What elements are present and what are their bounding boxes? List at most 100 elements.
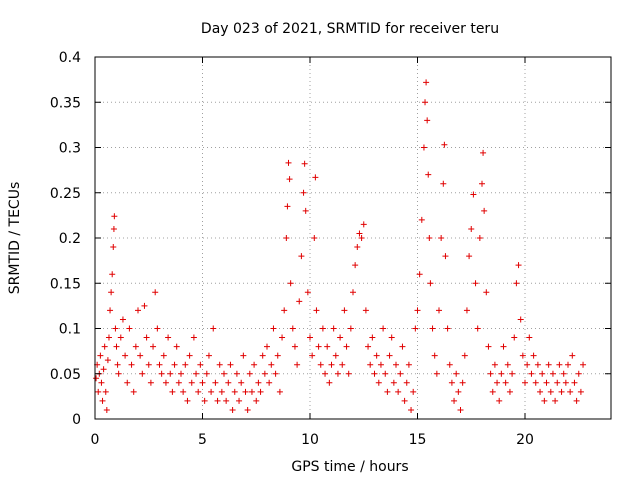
data-point	[530, 352, 537, 359]
data-point	[401, 397, 408, 404]
data-point	[485, 343, 492, 350]
y-tick-label: 0.4	[59, 50, 81, 66]
data-point	[281, 307, 288, 314]
data-point	[302, 207, 309, 214]
data-point	[442, 253, 449, 260]
data-point	[328, 361, 335, 368]
data-point	[203, 370, 210, 377]
data-point	[444, 325, 451, 332]
data-point	[173, 343, 180, 350]
data-point	[158, 370, 165, 377]
data-point	[580, 361, 587, 368]
data-point	[502, 379, 509, 386]
data-point	[126, 325, 133, 332]
data-point	[99, 397, 106, 404]
data-point	[240, 352, 247, 359]
data-point	[343, 343, 350, 350]
data-point	[122, 352, 129, 359]
data-point	[429, 325, 436, 332]
data-point	[154, 325, 161, 332]
data-point	[440, 180, 447, 187]
data-point	[180, 388, 187, 395]
data-point	[97, 352, 104, 359]
data-point	[515, 262, 522, 269]
data-point	[124, 379, 131, 386]
data-point	[108, 289, 115, 296]
data-point	[571, 379, 578, 386]
data-point	[416, 271, 423, 278]
data-point	[556, 361, 563, 368]
data-point	[145, 361, 152, 368]
data-point	[403, 379, 410, 386]
x-tick-label: 0	[91, 432, 100, 448]
data-point	[238, 379, 245, 386]
data-point	[109, 271, 116, 278]
data-point	[291, 343, 298, 350]
data-point	[543, 379, 550, 386]
data-point	[498, 370, 505, 377]
data-point	[457, 406, 464, 413]
data-point	[424, 117, 431, 124]
data-point	[448, 379, 455, 386]
data-point	[135, 307, 141, 314]
data-point	[313, 307, 320, 314]
data-point	[422, 99, 429, 106]
data-point	[441, 141, 448, 148]
data-point	[367, 361, 374, 368]
data-point	[511, 334, 518, 341]
data-point	[350, 289, 356, 296]
data-point	[408, 406, 415, 413]
data-point	[438, 235, 445, 241]
data-point	[390, 379, 397, 386]
data-point	[103, 406, 110, 413]
data-point	[418, 216, 425, 223]
data-point	[101, 343, 108, 350]
data-point	[352, 262, 359, 269]
data-point	[405, 361, 412, 368]
x-tick-label: 10	[301, 432, 319, 448]
data-point	[496, 397, 503, 404]
data-point	[319, 325, 326, 332]
data-point	[382, 370, 389, 377]
data-point	[285, 159, 292, 166]
data-point	[156, 361, 163, 368]
data-point	[105, 334, 112, 341]
data-point	[130, 388, 137, 395]
data-point	[266, 379, 273, 386]
data-point	[110, 244, 117, 251]
data-point	[294, 361, 301, 368]
data-point	[420, 144, 427, 151]
data-point	[139, 370, 146, 377]
data-point	[474, 325, 481, 332]
data-point	[100, 366, 107, 373]
data-point	[197, 361, 204, 368]
data-point	[345, 370, 352, 377]
y-tick-labels: 0 0.05 0.1 0.15 0.2 0.25 0.3 0.35 0.4	[50, 50, 81, 428]
data-point	[150, 343, 157, 350]
data-point	[102, 388, 109, 395]
data-point	[242, 388, 249, 395]
y-tick-label: 0.05	[50, 367, 81, 383]
data-point	[500, 343, 507, 350]
data-point	[259, 352, 266, 359]
data-point	[98, 379, 105, 386]
data-point	[274, 352, 281, 359]
data-point	[117, 334, 124, 341]
data-point	[375, 379, 382, 386]
data-point	[233, 370, 240, 377]
data-point	[169, 388, 176, 395]
data-point	[218, 388, 225, 395]
y-tick-label: 0.25	[50, 186, 81, 202]
data-point	[532, 379, 539, 386]
data-point	[298, 253, 305, 260]
data-point	[549, 370, 556, 377]
data-point	[347, 325, 354, 332]
data-point	[225, 379, 232, 386]
data-point	[560, 370, 567, 377]
data-point	[300, 189, 307, 196]
data-point	[360, 221, 367, 228]
data-point	[414, 307, 421, 314]
data-point	[286, 176, 293, 183]
data-point	[283, 235, 290, 241]
